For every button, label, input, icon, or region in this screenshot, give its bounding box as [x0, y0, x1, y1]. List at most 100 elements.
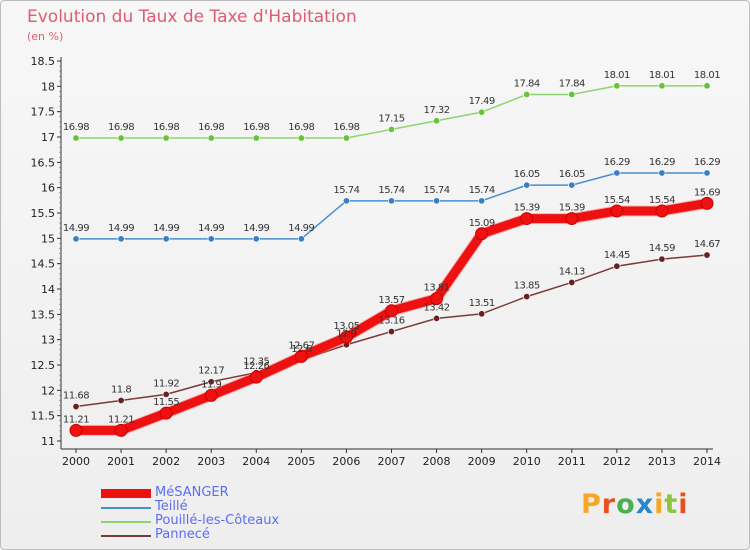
data-label: 13.16: [378, 316, 404, 327]
legend-label: Pannecé: [155, 527, 210, 542]
y-tick-label: 12: [41, 384, 55, 397]
y-tick-label: 11.5: [31, 410, 56, 423]
data-label: 16.29: [649, 157, 675, 168]
y-tick-label: 12.5: [31, 359, 56, 372]
y-tick-label: 16: [41, 182, 55, 195]
legend-swatch: [101, 507, 151, 509]
x-tick-label: 2002: [152, 455, 180, 468]
logo-letter: r: [601, 489, 617, 520]
data-label: 12.67: [288, 340, 314, 351]
series-0-point: [114, 423, 128, 437]
x-tick-label: 2004: [242, 455, 270, 468]
data-label: 16.98: [198, 122, 224, 133]
data-label: 16.29: [604, 157, 630, 168]
data-label: 12.6: [291, 344, 311, 355]
series-3-point: [162, 390, 170, 398]
series-0-point: [385, 304, 398, 318]
data-label: 15.74: [378, 185, 404, 196]
data-label: 18.01: [694, 70, 720, 81]
x-tick-label: 2013: [648, 455, 676, 468]
data-label: 16.29: [694, 157, 720, 168]
logo-letter: i: [654, 489, 665, 520]
data-label: 16.98: [63, 122, 89, 133]
legend-swatch: [101, 535, 151, 537]
series-3-point: [117, 396, 125, 404]
data-label: 17.15: [378, 113, 404, 124]
data-label: 14.99: [198, 223, 224, 234]
x-tick-label: 2000: [62, 455, 90, 468]
series-3-point: [568, 278, 576, 286]
series-0-point: [339, 330, 353, 344]
series-1-point: [252, 235, 260, 243]
data-label: 14.99: [243, 223, 269, 234]
series-0-point: [520, 212, 534, 226]
series-1-point: [703, 169, 711, 177]
series-2-point: [658, 82, 666, 90]
series-0-point: [159, 406, 173, 420]
x-tick-label: 2010: [513, 455, 541, 468]
data-label: 15.39: [559, 203, 585, 214]
y-tick-label: 13: [41, 334, 55, 347]
data-label: 15.74: [469, 185, 495, 196]
series-1-point: [117, 235, 125, 243]
data-label: 16.98: [153, 122, 179, 133]
series-2-point: [703, 82, 711, 90]
x-tick-label: 2014: [693, 455, 721, 468]
data-label: 14.99: [153, 223, 179, 234]
series-1-point: [297, 235, 305, 243]
data-label: 18.01: [649, 70, 675, 81]
data-label: 15.74: [333, 185, 359, 196]
legend-item: Teillé: [101, 499, 361, 515]
series-0-point: [294, 349, 308, 363]
x-tick-label: 2012: [603, 455, 631, 468]
y-tick-label: 18: [41, 80, 55, 93]
data-label: 14.13: [559, 266, 585, 277]
y-tick-label: 17.5: [31, 106, 56, 119]
data-label: 16.05: [559, 169, 585, 180]
x-tick-label: 2001: [107, 455, 135, 468]
legend-label: Teillé: [155, 499, 188, 514]
data-label: 17.32: [424, 105, 450, 116]
y-tick-label: 15: [41, 232, 55, 245]
x-tick-label: 2003: [197, 455, 225, 468]
x-tick-label: 2009: [468, 455, 496, 468]
series-2-point: [252, 134, 260, 142]
data-label: 15.74: [424, 185, 450, 196]
data-label: 11.68: [63, 391, 89, 402]
series-3-point: [207, 378, 215, 386]
series-1-point: [207, 235, 215, 243]
y-tick-label: 16.5: [31, 156, 56, 169]
series-2-point: [613, 82, 621, 90]
data-label: 15.39: [514, 203, 540, 214]
y-tick-label: 17: [41, 131, 55, 144]
data-label: 15.54: [604, 195, 630, 206]
logo-letter: o: [616, 489, 636, 520]
series-0-point: [69, 423, 83, 437]
x-tick-label: 2006: [332, 455, 360, 468]
data-label: 14.67: [694, 239, 720, 250]
series-3-point: [703, 251, 711, 259]
series-2-point: [342, 134, 350, 142]
data-label: 14.59: [649, 243, 675, 254]
series-1-point: [478, 197, 486, 205]
data-label: 11.8: [111, 384, 131, 395]
data-label: 16.98: [333, 122, 359, 133]
legend-item: Pouillé-les-Côteaux: [101, 513, 361, 529]
data-label: 11.9: [201, 379, 221, 390]
series-2-point: [568, 90, 576, 98]
chart-subtitle: (en %): [27, 30, 64, 43]
data-label: 18.01: [604, 70, 630, 81]
series-0-point: [475, 227, 489, 241]
series-0-point: [700, 196, 714, 210]
series-1-point: [387, 197, 395, 205]
data-label: 13.57: [378, 295, 404, 306]
series-0-point: [610, 204, 624, 218]
data-label: 12.9: [336, 329, 356, 340]
series-2-point: [523, 90, 531, 98]
data-label: 14.99: [63, 223, 89, 234]
series-2-point: [478, 108, 486, 116]
data-label: 12.17: [198, 366, 224, 377]
data-label: 13.51: [469, 298, 495, 309]
y-tick-label: 11: [41, 435, 55, 448]
